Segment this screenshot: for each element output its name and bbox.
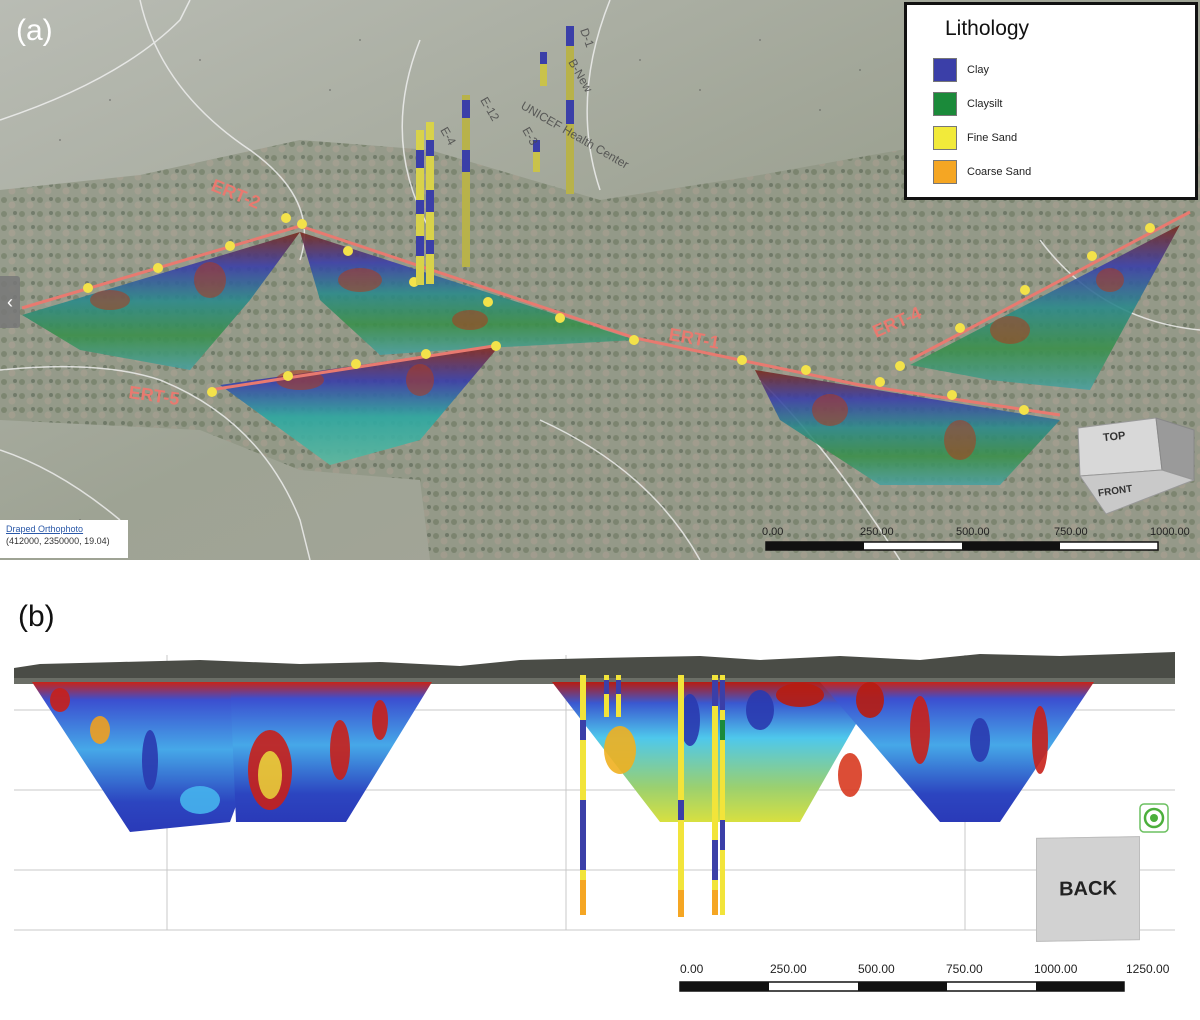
borehole-5 xyxy=(712,675,718,915)
legend-item-coarse-sand: Coarse Sand xyxy=(933,159,1031,185)
d1-label: D-1 xyxy=(577,26,597,49)
scale-tick: 750.00 xyxy=(946,962,983,976)
ert-4-section xyxy=(910,225,1180,390)
boreholes-section xyxy=(580,675,725,917)
cursor-coordinates: (412000, 2350000, 19.04) xyxy=(6,536,110,546)
ert-2-section-left xyxy=(22,232,300,370)
scale-bar-graphic-a xyxy=(765,541,1159,551)
legend-label: Claysilt xyxy=(967,98,1003,110)
scale-tick: 0.00 xyxy=(762,526,784,538)
scale-bar-b: 0.00 250.00 500.00 750.00 1000.00 1250.0… xyxy=(678,962,1178,1002)
clay-swatch xyxy=(933,58,957,82)
boreholes-3d xyxy=(416,26,574,285)
ert-2-section-right xyxy=(300,232,635,355)
scale-tick: 0.00 xyxy=(680,962,704,976)
orthophoto-info: Draped Orthophoto (412000, 2350000, 19.0… xyxy=(0,520,128,558)
borehole-2 xyxy=(604,675,609,717)
view-cube-top-label[interactable]: TOP xyxy=(1102,429,1126,445)
previous-arrow-icon[interactable]: ‹ xyxy=(0,276,20,328)
cross-section-view[interactable] xyxy=(0,560,1200,1020)
draped-orthophoto-link[interactable]: Draped Orthophoto xyxy=(6,524,84,534)
borehole-6 xyxy=(720,675,725,915)
section-right-2 xyxy=(820,682,1094,822)
fine-sand-swatch xyxy=(933,126,957,150)
locate-target-icon[interactable] xyxy=(1139,803,1169,833)
legend-title: Lithology xyxy=(945,17,1030,40)
borehole-3 xyxy=(616,675,621,717)
panel-a-label: (a) xyxy=(16,14,53,47)
scale-tick: 250.00 xyxy=(860,526,894,538)
borehole-4 xyxy=(678,675,684,917)
scale-tick: 750.00 xyxy=(1054,526,1088,538)
scale-tick: 1250.00 xyxy=(1126,962,1170,976)
legend-item-clay: Clay xyxy=(933,57,989,83)
scale-tick: 500.00 xyxy=(858,962,895,976)
coarse-sand-swatch xyxy=(933,160,957,184)
scale-tick: 1000.00 xyxy=(1034,962,1078,976)
panel-a-3d-view: ERT-2 ERT-1 ERT-4 ERT-5 UNICEF Health Ce… xyxy=(0,0,1200,560)
scale-bar-a: 0.00 250.00 500.00 750.00 1000.00 xyxy=(760,526,1200,556)
borehole-1 xyxy=(580,675,586,915)
scale-tick: 250.00 xyxy=(770,962,807,976)
legend-label: Clay xyxy=(967,64,990,76)
legend-item-claysilt: Claysilt xyxy=(933,91,1002,117)
panel-b-cross-section: (b) xyxy=(0,560,1200,1020)
back-view-button[interactable]: BACK xyxy=(1036,836,1140,942)
claysilt-swatch xyxy=(933,92,957,116)
legend-item-fine-sand: Fine Sand xyxy=(933,125,1017,151)
legend-label: Fine Sand xyxy=(967,132,1018,144)
scale-tick: 500.00 xyxy=(956,526,990,538)
panel-b-label: (b) xyxy=(18,600,55,633)
legend-label: Coarse Sand xyxy=(967,166,1032,178)
view-cube-icon[interactable] xyxy=(1076,410,1196,520)
lithology-legend: Lithology Clay Claysilt Fine Sand Coarse… xyxy=(904,2,1198,200)
topography-strip xyxy=(14,652,1175,684)
scale-bar-graphic-b xyxy=(679,981,1125,992)
scale-tick: 1000.00 xyxy=(1150,526,1190,538)
